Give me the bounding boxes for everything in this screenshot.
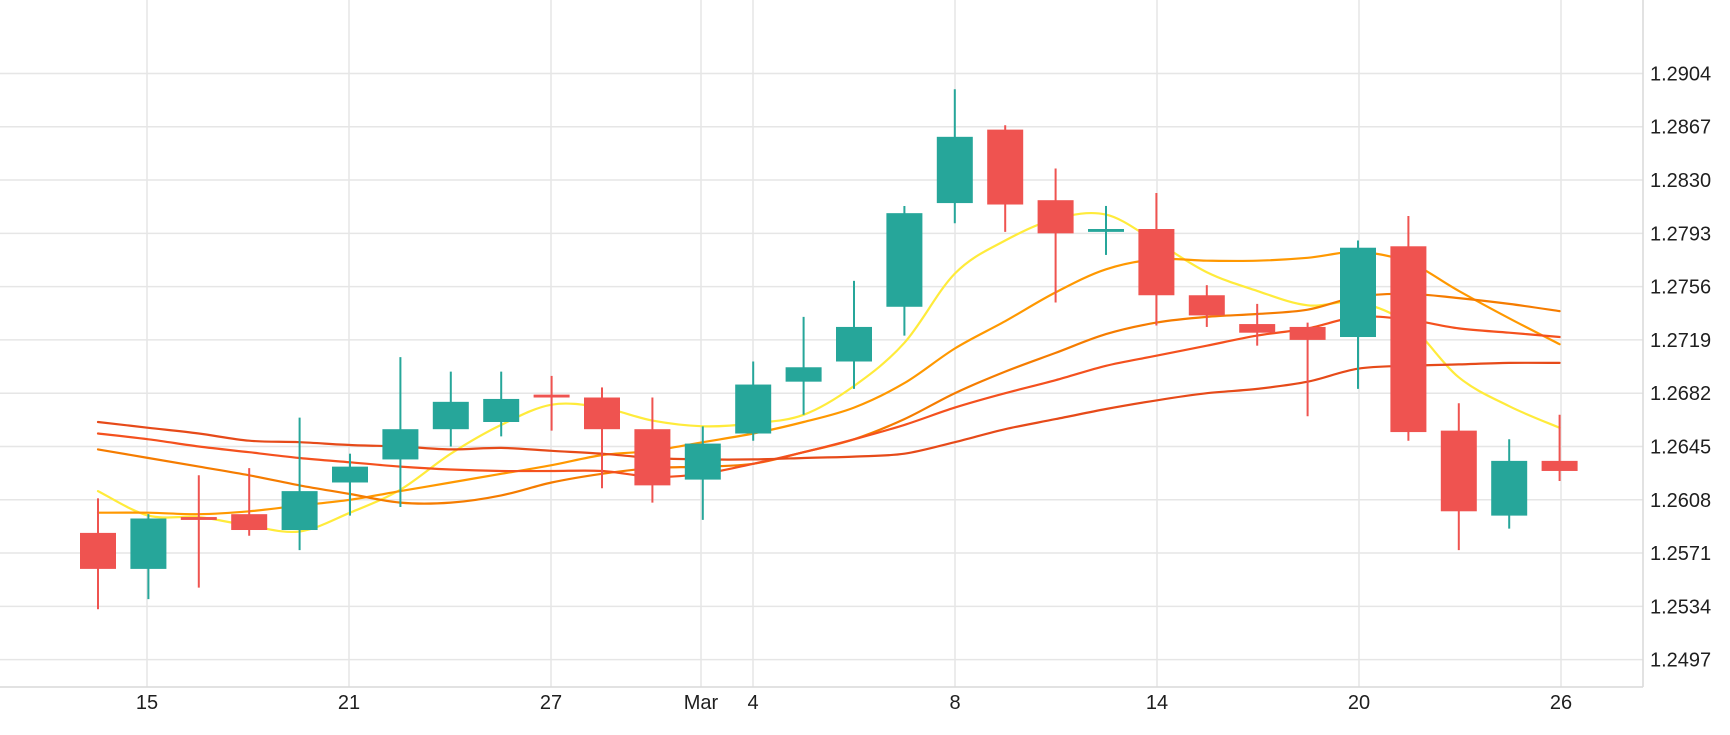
- candle-body: [382, 429, 419, 460]
- y-tick-label: 1.2756: [1650, 277, 1711, 299]
- moving-average-line-2: [96, 250, 1561, 516]
- candle-body: [584, 397, 620, 430]
- x-tick-label: Mar: [684, 692, 719, 714]
- x-tick-label: 20: [1348, 692, 1370, 714]
- y-tick-label: 1.2497: [1650, 650, 1711, 672]
- candle-down: [1440, 403, 1477, 551]
- candle-body: [1440, 430, 1477, 512]
- candle-up: [1340, 240, 1376, 389]
- candle-up: [281, 417, 318, 551]
- y-tick-label: 1.2830: [1650, 170, 1711, 192]
- x-tick-label: 15: [136, 692, 158, 714]
- candle-body: [1138, 229, 1175, 296]
- candle-body: [634, 429, 671, 486]
- y-tick-label: 1.2719: [1650, 330, 1711, 352]
- candle-down: [1541, 414, 1578, 482]
- candle-body: [886, 213, 923, 307]
- candle-body: [936, 136, 973, 204]
- x-axis-tick-labels: 15 21 27 Mar 4 8 14 20 26: [136, 692, 1572, 714]
- candle-body: [1088, 229, 1124, 232]
- candle-up: [432, 371, 469, 447]
- candle-up: [836, 280, 872, 389]
- axis-lines: [0, 0, 1644, 688]
- candle-body: [1239, 324, 1276, 333]
- y-tick-label: 1.2682: [1650, 383, 1711, 405]
- candle-down: [1037, 168, 1074, 303]
- y-tick-label: 1.2608: [1650, 490, 1711, 512]
- candle-body: [987, 129, 1024, 205]
- candle-down: [180, 475, 217, 588]
- y-axis-tick-labels: 1.2904 1.2867 1.2830 1.2793 1.2756 1.2719 1.26…: [1650, 63, 1711, 671]
- y-tick-label: 1.2534: [1650, 596, 1711, 618]
- candle-down: [1188, 285, 1225, 327]
- candle-down: [584, 387, 620, 489]
- candle-body: [483, 398, 520, 422]
- candle-body: [785, 367, 822, 382]
- candle-down: [533, 375, 570, 431]
- candle-up: [332, 453, 368, 516]
- candle-down: [634, 397, 671, 503]
- candle-body: [1491, 460, 1528, 516]
- candle-body: [1390, 246, 1427, 433]
- candle-body: [281, 491, 318, 531]
- x-tick-label: 8: [949, 692, 960, 714]
- x-tick-label: 21: [338, 692, 360, 714]
- candle-body: [1340, 247, 1376, 338]
- candle-up: [1088, 205, 1124, 255]
- candle-up: [785, 316, 822, 415]
- y-tick-label: 1.2571: [1650, 543, 1711, 565]
- candle-body: [1289, 326, 1326, 340]
- y-tick-label: 1.2793: [1650, 223, 1711, 245]
- candle-up: [886, 205, 923, 336]
- candle-body: [180, 517, 217, 520]
- y-tick-label: 1.2904: [1650, 63, 1711, 85]
- candle-up: [735, 361, 772, 441]
- candle-body: [80, 532, 116, 569]
- candle-body: [332, 466, 368, 483]
- candle-body: [735, 384, 772, 434]
- candles: [80, 89, 1578, 610]
- candle-down: [1390, 216, 1427, 441]
- x-tick-label: 14: [1146, 692, 1168, 714]
- candle-body: [836, 326, 872, 362]
- x-tick-label: 26: [1550, 692, 1572, 714]
- candle-up: [936, 89, 973, 224]
- candle-body: [684, 443, 721, 480]
- moving-average-line-5: [96, 361, 1561, 461]
- candle-down: [231, 468, 268, 536]
- y-tick-label: 1.2867: [1650, 117, 1711, 139]
- candle-down: [1239, 303, 1276, 346]
- candle-body: [533, 394, 570, 398]
- candle-up: [130, 514, 167, 600]
- candle-up: [684, 426, 721, 520]
- candle-body: [1037, 200, 1074, 234]
- grid-lines: [0, 0, 1643, 687]
- x-tick-label: 4: [747, 692, 758, 714]
- candle-down: [1289, 322, 1326, 417]
- candle-up: [382, 357, 419, 507]
- candle-body: [231, 514, 268, 531]
- x-tick-label: 27: [540, 692, 562, 714]
- candle-down: [1138, 192, 1175, 326]
- candle-body: [1541, 460, 1578, 471]
- candle-body: [130, 518, 167, 569]
- candle-up: [1491, 439, 1528, 529]
- candle-down: [80, 498, 116, 610]
- y-tick-label: 1.2645: [1650, 436, 1711, 458]
- candle-body: [1188, 295, 1225, 316]
- candle-down: [987, 125, 1024, 232]
- candle-up: [483, 371, 520, 437]
- candle-body: [432, 401, 469, 430]
